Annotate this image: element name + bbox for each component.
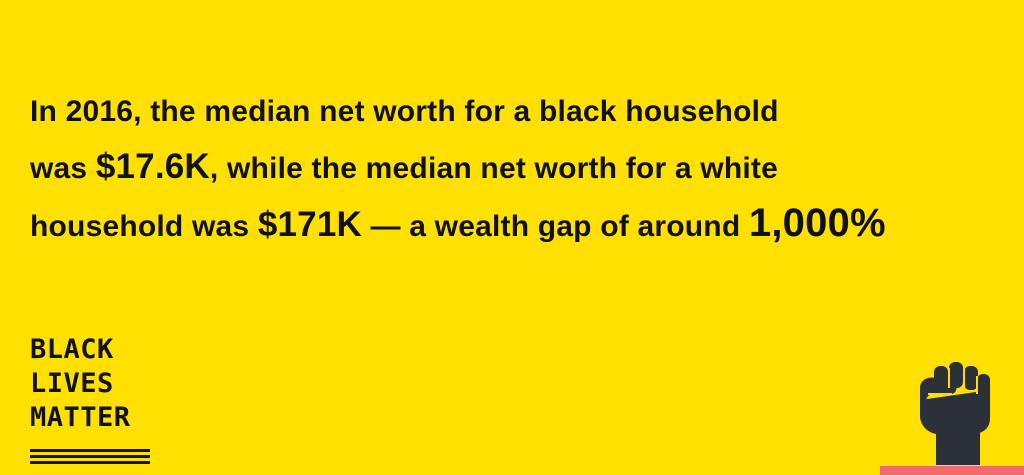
black-net-worth-value: $17.6K [95, 147, 210, 186]
raised-fist-icon [914, 360, 994, 465]
logo-line-lives: LIVES [30, 368, 114, 399]
logo-stripe [30, 461, 150, 464]
logo-stripes [30, 449, 150, 467]
wealth-gap-value: 1,000% [748, 201, 886, 245]
headline-text: In 2016, the median net worth for a blac… [30, 84, 1010, 254]
logo-stripe [30, 449, 150, 452]
black-lives-matter-logo: BLACK LIVES MATTER [30, 333, 160, 464]
headline-line-1: In 2016, the median net worth for a blac… [30, 95, 779, 128]
headline-line-3-middle: — a wealth gap of around [361, 210, 749, 243]
logo-line-matter: MATTER [30, 402, 131, 433]
accent-bar [880, 466, 1024, 475]
headline-line-2-suffix: , while the median net worth for a white [209, 152, 778, 185]
headline-line-3-prefix: household was [30, 210, 258, 243]
logo-stripe [30, 455, 150, 458]
white-net-worth-value: $171K [257, 205, 362, 244]
headline-line-2-prefix: was [30, 152, 96, 185]
logo-line-black: BLACK [30, 334, 114, 365]
